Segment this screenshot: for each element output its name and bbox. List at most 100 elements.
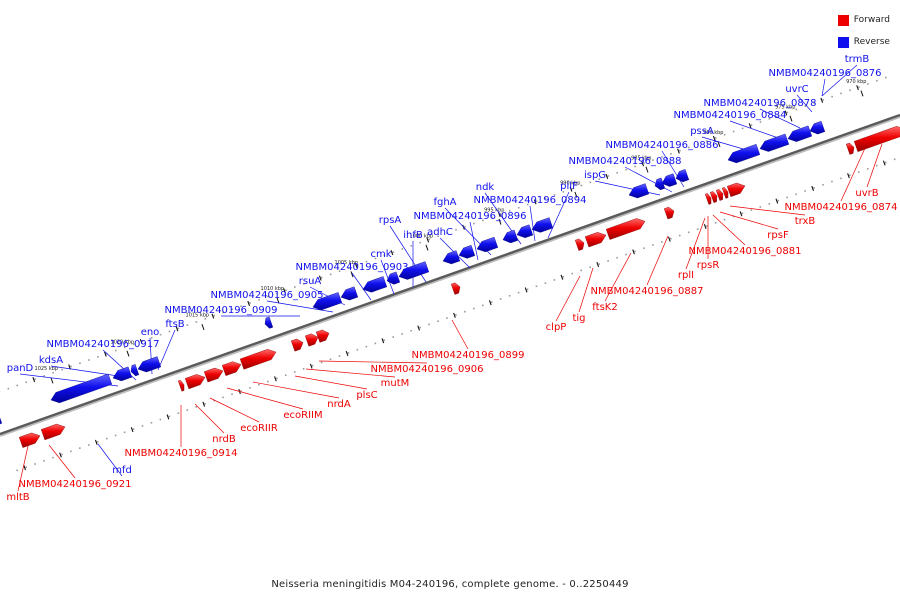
leader-line <box>685 217 706 270</box>
gene-label: NMBM04240196_0876 <box>769 68 882 79</box>
tick-dot <box>365 345 368 348</box>
leader-line <box>840 145 867 202</box>
scale-tick-mark <box>498 218 502 225</box>
gene-label: pilF <box>560 181 578 192</box>
tick-dot <box>365 260 368 263</box>
gene-label: kdsA <box>39 355 63 366</box>
tick-dot <box>222 396 224 399</box>
tick-dot <box>687 231 690 234</box>
scale-tick-label: 990 kbp <box>560 180 580 186</box>
leader-line <box>821 78 826 97</box>
gene-label: uvrC <box>785 84 808 95</box>
minor-tick <box>596 262 600 268</box>
minor-tick <box>677 148 680 154</box>
gene-label: NMBM04240196_0917 <box>47 339 160 350</box>
leader-line <box>380 259 395 295</box>
tick-dot <box>544 282 547 284</box>
tick-dot <box>723 218 726 221</box>
tick-dot <box>401 248 404 250</box>
leader-line <box>604 252 632 302</box>
tick-dot <box>347 267 350 269</box>
leader-line <box>866 143 883 188</box>
tick-dot <box>114 434 117 437</box>
tick-dot <box>150 421 153 424</box>
gene-label: mutM <box>381 378 410 389</box>
minor-tick <box>390 250 394 256</box>
tick-dot <box>813 102 815 104</box>
gene-label: NMBM04240196_0887 <box>591 286 704 297</box>
tick-dot <box>822 183 824 186</box>
minor-tick <box>59 452 62 458</box>
tick-dot <box>482 219 484 222</box>
minor-tick <box>23 465 27 471</box>
reverse-gene-arrow <box>476 236 499 253</box>
tick-dot <box>885 76 887 79</box>
tick-dot <box>866 168 869 170</box>
tick-dot <box>249 302 251 304</box>
tick-dot <box>123 431 126 434</box>
tick-dot <box>240 390 242 392</box>
leader-line <box>209 397 260 423</box>
tick-dot <box>696 228 699 230</box>
minor-tick <box>856 85 859 91</box>
tick-dot <box>231 308 233 311</box>
minor-tick <box>104 351 107 357</box>
tick-dot <box>804 105 807 107</box>
tick-dot <box>70 365 72 368</box>
tick-dot <box>499 298 502 300</box>
tick-dot <box>732 215 735 218</box>
leader-line <box>821 64 858 97</box>
tick-dot <box>52 456 54 459</box>
minor-tick <box>847 173 850 179</box>
tick-dot <box>813 187 815 189</box>
tick-dot <box>670 152 672 155</box>
tick-dot <box>786 111 789 114</box>
leader-line <box>729 205 806 216</box>
tick-dot <box>481 304 484 307</box>
scale-tick-label: 985 kbp <box>631 155 651 161</box>
tick-dot <box>25 381 28 384</box>
gene-label: ecoRIIM <box>283 410 322 421</box>
tick-dot <box>643 247 645 250</box>
gene-label: NMBM04240196_0903 <box>296 262 409 273</box>
tick-dot <box>589 181 592 184</box>
reverse-swatch <box>837 36 849 48</box>
scale-tick-label: 1005 kbp <box>335 260 359 266</box>
tick-dot <box>867 83 869 85</box>
gene-label: ftsB <box>165 319 184 330</box>
forward-gene-arrow <box>663 206 675 220</box>
tick-dot <box>562 191 565 193</box>
tick-dot <box>213 399 215 402</box>
scale-tick-label: 1010 kbp <box>261 286 285 292</box>
tick-dot <box>240 305 242 307</box>
tick-dot <box>419 241 422 244</box>
tick-dot <box>132 343 135 345</box>
gene-label: rplI <box>678 270 694 281</box>
tick-dot <box>195 321 198 323</box>
tick-dot <box>849 174 851 177</box>
leader-line <box>719 211 779 230</box>
forward-swatch <box>837 14 849 26</box>
minor-tick <box>202 401 206 407</box>
tick-dot <box>831 95 833 98</box>
tick-dot <box>168 415 171 418</box>
reverse-gene-arrow <box>675 169 690 183</box>
gene-label: uvrB <box>855 188 878 199</box>
forward-gene-arrow <box>203 367 224 383</box>
reverse-gene-arrow <box>442 250 461 265</box>
leader-line <box>266 300 334 313</box>
tick-dot <box>258 298 260 301</box>
scale-tick-mark <box>425 244 429 251</box>
minor-tick <box>712 135 716 141</box>
tick-dot <box>625 168 627 171</box>
tick-dot <box>777 199 780 202</box>
gene-label: NMBM04240196_0896 <box>414 211 527 222</box>
tick-dot <box>320 276 323 279</box>
scale-tick-mark <box>717 141 721 148</box>
gene-label: NMBM04240196_0905 <box>211 290 324 301</box>
forward-gene-arrow <box>574 238 585 251</box>
gene-label: NMBM04240196_0909 <box>165 305 278 316</box>
gene-label: trxB <box>795 216 816 227</box>
scale-tick-mark <box>201 324 205 331</box>
forward-gene-arrow <box>584 232 607 248</box>
